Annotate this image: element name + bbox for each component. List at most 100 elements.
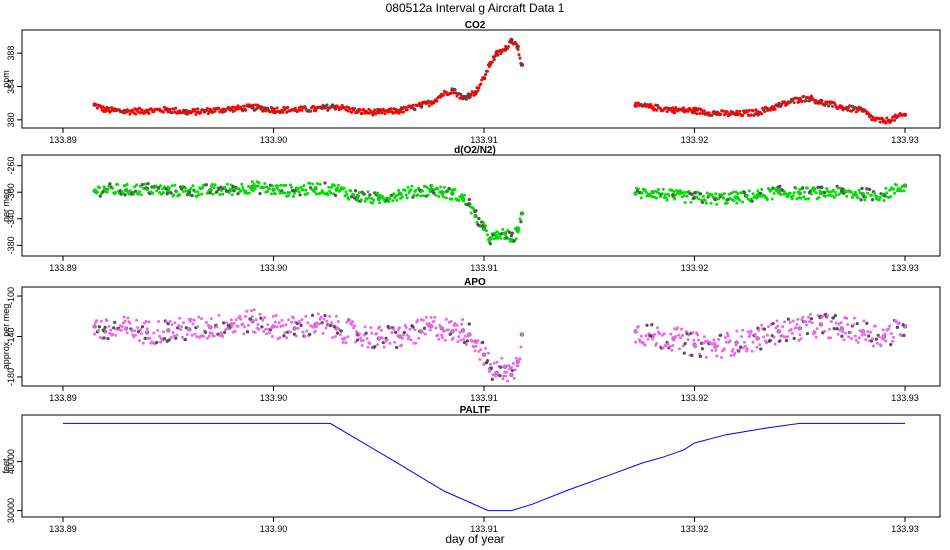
scatter-point — [788, 191, 792, 195]
scatter-point — [230, 193, 234, 197]
scatter-point — [428, 190, 432, 194]
scatter-point — [250, 315, 254, 319]
scatter-point — [449, 91, 453, 95]
scatter-point — [421, 189, 424, 193]
scatter-point — [256, 184, 260, 188]
scatter-point — [218, 193, 222, 196]
scatter-point — [426, 324, 430, 328]
scatter-point — [899, 189, 903, 193]
scatter-point — [442, 195, 445, 199]
scatter-point — [492, 361, 496, 365]
scatter-point — [671, 344, 675, 347]
scatter-point — [643, 188, 647, 192]
scatter-point — [308, 181, 312, 185]
scatter-point — [378, 325, 381, 329]
scatter-point — [251, 103, 255, 107]
scatter-point — [388, 197, 392, 201]
scatter-point — [389, 107, 393, 111]
scatter-point — [217, 187, 221, 191]
scatter-point — [237, 187, 241, 191]
scatter-point — [667, 194, 671, 197]
scatter-point — [450, 197, 454, 201]
scatter-point — [680, 333, 684, 337]
scatter-point — [397, 188, 401, 192]
plot-frame — [21, 154, 941, 257]
scatter-point — [432, 191, 436, 195]
y-tick-label: 388 — [6, 46, 16, 61]
scatter-point — [795, 96, 799, 100]
y-axis-label: ppm — [1, 70, 11, 88]
scatter-point — [314, 325, 318, 329]
scatter-point — [788, 100, 792, 104]
scatter-point — [238, 314, 242, 318]
data-point — [509, 372, 514, 377]
scatter-point — [465, 339, 470, 343]
scatter-point — [458, 330, 462, 334]
scatter-point — [823, 329, 827, 333]
scatter-point — [414, 188, 418, 192]
scatter-point — [236, 192, 240, 196]
scatter-point — [484, 224, 488, 228]
scatter-point — [808, 312, 812, 316]
scatter-point — [151, 191, 155, 195]
scatter-point — [479, 82, 483, 86]
scatter-point — [171, 331, 175, 334]
scatter-point — [894, 183, 898, 187]
data-point — [92, 324, 97, 329]
scatter-point — [395, 345, 399, 350]
scatter-point — [206, 323, 210, 327]
scatter-point — [264, 327, 268, 331]
scatter-point — [845, 316, 849, 320]
scatter-point — [335, 331, 340, 335]
scatter-point — [271, 187, 275, 191]
scatter-point — [383, 112, 387, 116]
scatter-point — [664, 196, 668, 200]
scatter-point — [441, 193, 444, 197]
scatter-point — [514, 237, 518, 241]
scatter-point — [231, 184, 235, 189]
scatter-point — [170, 323, 174, 327]
scatter-point — [682, 351, 686, 355]
scatter-point — [204, 321, 208, 324]
scatter-point — [229, 318, 233, 322]
scatter-point — [313, 185, 317, 189]
scatter-point — [253, 330, 257, 334]
scatter-point — [496, 236, 500, 240]
scatter-point — [489, 366, 493, 370]
scatter-point — [157, 320, 161, 323]
scatter-point — [499, 365, 503, 369]
y-tick-label: -140 — [6, 327, 16, 345]
scatter-point — [874, 337, 878, 341]
scatter-point — [746, 330, 750, 334]
scatter-point — [487, 370, 491, 374]
scatter-point — [879, 344, 883, 348]
x-tick-label: 133.90 — [260, 524, 288, 534]
scatter-point — [878, 120, 882, 124]
scatter-point — [471, 90, 475, 94]
scatter-point — [257, 327, 261, 331]
scatter-point — [196, 190, 200, 194]
scatter-point — [483, 77, 487, 81]
scatter-point — [283, 191, 287, 195]
scatter-point — [170, 184, 174, 188]
scatter-point — [674, 106, 678, 109]
scatter-point — [498, 234, 502, 238]
scatter-point — [222, 107, 226, 111]
scatter-point — [715, 354, 719, 358]
scatter-point — [703, 198, 707, 202]
scatter-point — [714, 192, 718, 196]
scatter-point — [137, 192, 140, 196]
scatter-point — [184, 189, 188, 193]
scatter-point — [249, 309, 253, 313]
scatter-point — [722, 109, 725, 113]
scatter-point — [319, 315, 323, 319]
scatter-point — [173, 183, 177, 187]
scatter-point — [210, 332, 214, 335]
y-axis-label: feet — [1, 458, 11, 474]
x-tick-label: 133.92 — [681, 263, 709, 273]
scatter-point — [636, 325, 640, 328]
scatter-point — [400, 107, 404, 111]
scatter-point — [504, 374, 508, 378]
scatter-point — [286, 105, 290, 109]
scatter-point — [731, 347, 735, 351]
